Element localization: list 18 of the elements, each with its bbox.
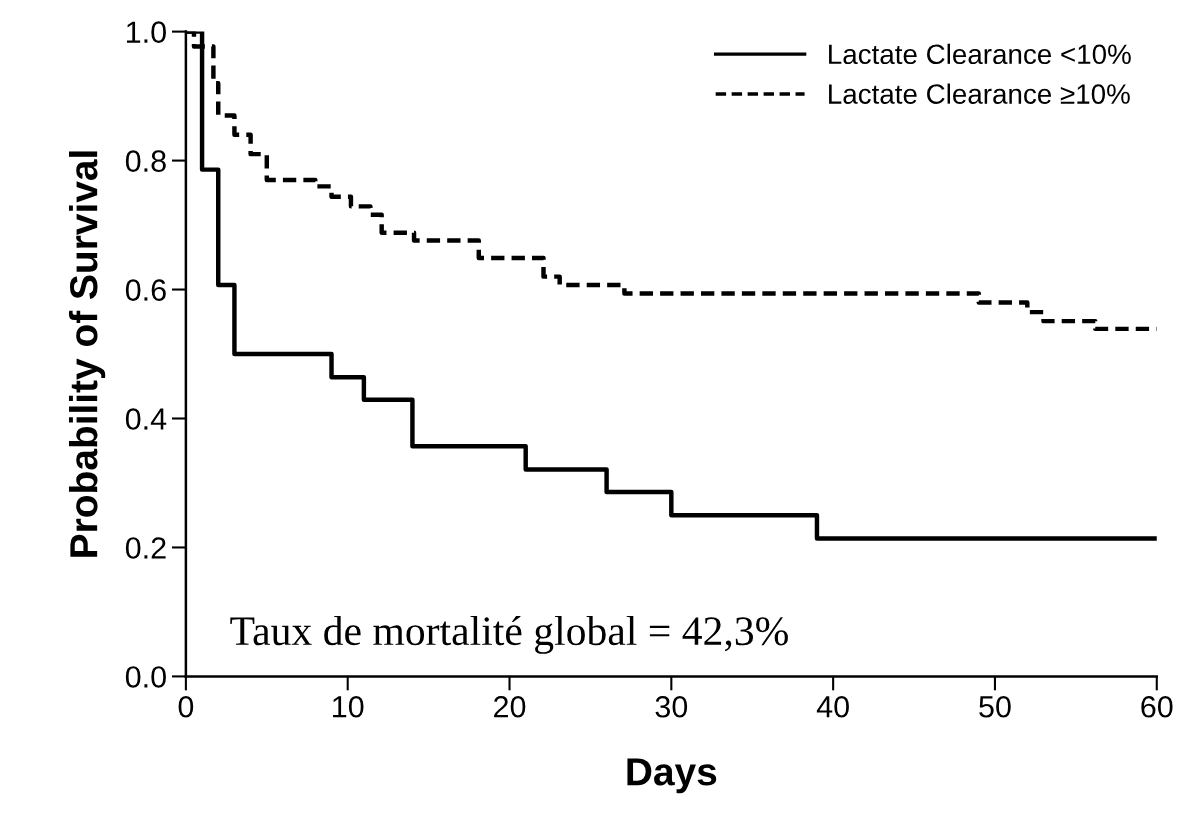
y-axis-title: Probability of Survival xyxy=(68,151,106,557)
x-tick-label: 10 xyxy=(333,695,364,718)
annotation: Taux de mortalité global = 42,3% xyxy=(230,615,788,654)
y-tick-label: 0.4 xyxy=(125,408,167,430)
y-tick-label: 0.8 xyxy=(125,150,166,172)
legend-label: Lactate Clearance <10% xyxy=(829,43,1131,65)
x-tick-label: 0 xyxy=(178,695,194,718)
legend-label: Lactate Clearance ≥10% xyxy=(829,83,1130,104)
x-tick-label: 60 xyxy=(1141,695,1173,718)
y-tick-label: 1.0 xyxy=(127,21,166,43)
y-tick-label: 0.0 xyxy=(125,666,166,688)
x-tick-label: 30 xyxy=(655,695,688,718)
x-tick-label: 20 xyxy=(494,695,526,718)
x-axis-title: Days xyxy=(627,758,717,794)
y-tick-label: 0.6 xyxy=(125,279,166,301)
x-tick-label: 40 xyxy=(816,695,849,718)
y-tick-label: 0.2 xyxy=(125,537,166,559)
x-tick-label: 50 xyxy=(979,695,1011,718)
